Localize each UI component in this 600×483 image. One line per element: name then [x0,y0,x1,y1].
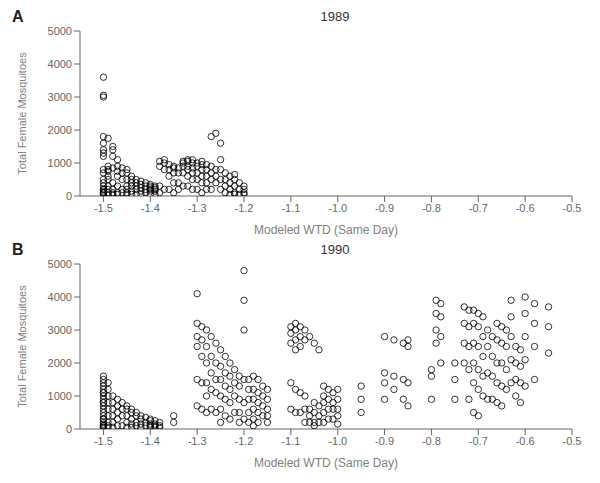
svg-text:Modeled WTD (Same Day): Modeled WTD (Same Day) [254,456,398,470]
svg-text:-1.4: -1.4 [141,435,160,447]
svg-text:1000: 1000 [48,390,72,402]
svg-text:1000: 1000 [48,157,72,169]
svg-text:-0.8: -0.8 [422,435,441,447]
svg-text:Total Female Mosquitoes: Total Female Mosquitoes [16,285,28,408]
svg-text:-1.1: -1.1 [281,435,300,447]
svg-text:4000: 4000 [48,291,72,303]
svg-text:-0.8: -0.8 [422,202,441,214]
html-text:1989: 1989 [320,9,350,24]
svg-text:Modeled WTD (Same Day): Modeled WTD (Same Day) [254,223,398,237]
svg-text:Total Female Mosquitoes: Total Female Mosquitoes [16,52,28,175]
svg-text:2000: 2000 [48,357,72,369]
svg-text:4000: 4000 [48,58,72,70]
svg-text:0: 0 [66,423,72,435]
svg-text:-1.1: -1.1 [281,202,300,214]
svg-text:-0.7: -0.7 [469,202,488,214]
svg-text:3000: 3000 [48,91,72,103]
svg-text:-1.5: -1.5 [94,202,113,214]
svg-text:-0.9: -0.9 [375,435,394,447]
svg-text:5000: 5000 [48,259,72,270]
html-text:A: A [12,8,24,25]
svg-text:0: 0 [66,190,72,202]
html-text:B: B [12,241,24,258]
svg-text:3000: 3000 [48,324,72,336]
svg-text:-0.6: -0.6 [516,435,535,447]
svg-text:-1.5: -1.5 [94,435,113,447]
svg-text:-0.5: -0.5 [563,202,582,214]
svg-text:-1.3: -1.3 [188,435,207,447]
svg-text:-1.2: -1.2 [235,435,254,447]
svg-text:-0.6: -0.6 [516,202,535,214]
svg-text:5000: 5000 [48,26,72,37]
svg-text:-0.7: -0.7 [469,435,488,447]
svg-text:-1.0: -1.0 [328,435,347,447]
svg-text:-1.4: -1.4 [141,202,160,214]
svg-text:-1.0: -1.0 [328,202,347,214]
svg-text:-0.5: -0.5 [563,435,582,447]
svg-text:2000: 2000 [48,124,72,136]
html-text:1990: 1990 [320,242,350,257]
svg-text:-1.2: -1.2 [235,202,254,214]
svg-text:-0.9: -0.9 [375,202,394,214]
svg-text:-1.3: -1.3 [188,202,207,214]
